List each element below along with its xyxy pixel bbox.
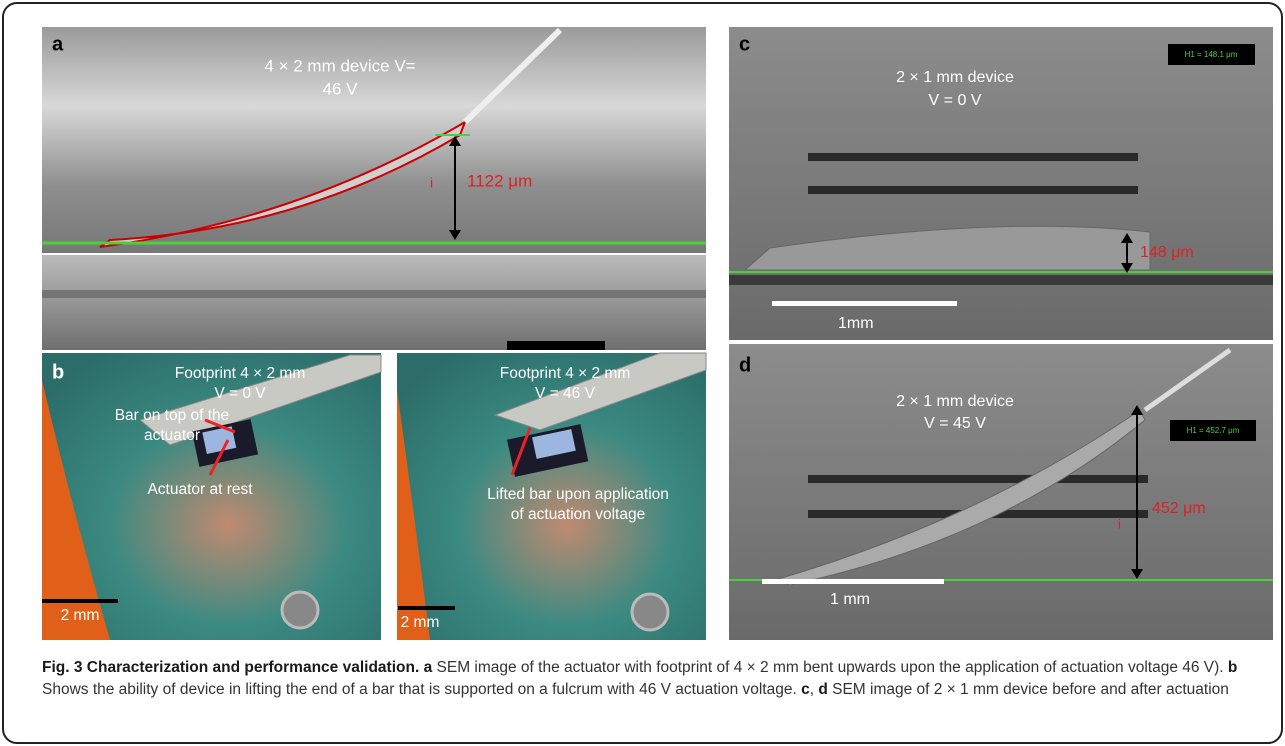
panel-label: d: [739, 354, 751, 376]
callout: Bar on top of the: [115, 407, 230, 424]
scale-label: 2 mm: [401, 614, 440, 631]
panel-b-right: Footprint 4 × 2 mm V = 46 V Lifted bar u…: [397, 353, 706, 640]
caption-label: b: [1228, 659, 1237, 676]
caption: Fig. 3 Characterization and performance …: [42, 657, 1270, 701]
caption-label: d: [818, 681, 827, 698]
panel-title: Footprint 4 × 2 mm: [175, 365, 306, 382]
panel-d: d 2 × 1 mm device V = 45 V H1 = 452.7 μm…: [729, 344, 1273, 640]
caption-text: Shows the ability of device in lifting t…: [42, 681, 797, 698]
panel-c: c 2 × 1 mm device V = 0 V H1 = 148.1 μm …: [729, 27, 1273, 340]
inset-label: H1 = 148.1 μm: [1185, 50, 1238, 59]
scale-label: 1mm: [838, 315, 874, 332]
panel-title: 4 × 2 mm device V=: [264, 56, 415, 75]
caption-text: SEM image of the actuator with footprint…: [437, 659, 1224, 676]
scale-label: 2 mm: [61, 607, 100, 624]
panel-title: V = 46 V: [535, 385, 596, 402]
panel-a: a 4 × 2 mm device V= 46 V 1122 μm i: [42, 27, 706, 350]
scale-label: 1 mm: [830, 591, 870, 608]
panel-b-left: b Footprint 4 × 2 mm V = 0 V Bar on top …: [42, 353, 381, 640]
marker: i: [1118, 516, 1121, 531]
callout: actuator: [144, 427, 200, 444]
callout: Actuator at rest: [147, 481, 253, 498]
panel-title: 2 × 1 mm device: [896, 393, 1014, 410]
panel-title: 2 × 1 mm device: [896, 69, 1014, 86]
figure: a 4 × 2 mm device V= 46 V 1122 μm i b Fo…: [0, 0, 1285, 746]
measurement: 148 μm: [1140, 244, 1194, 261]
caption-text: SEM image of 2 × 1 mm device before and …: [832, 681, 1229, 698]
callout: Lifted bar upon application: [487, 486, 669, 503]
caption-title: Fig. 3 Characterization and performance …: [42, 659, 419, 676]
caption-label: a: [424, 659, 433, 676]
marker: i: [430, 175, 433, 191]
panel-title: Footprint 4 × 2 mm: [500, 365, 631, 382]
page: a 4 × 2 mm device V= 46 V 1122 μm i b Fo…: [0, 0, 1285, 746]
panel-title: 46 V: [323, 79, 359, 98]
panel-title: V = 0 V: [929, 92, 982, 109]
callout: of actuation voltage: [511, 506, 645, 523]
panel-label: b: [52, 361, 64, 383]
caption-label: c: [801, 681, 810, 698]
measurement: 452 μm: [1152, 500, 1206, 517]
panel-title: V = 0 V: [214, 385, 266, 402]
caption-text: ,: [810, 681, 814, 698]
measurement: 1122 μm: [467, 171, 532, 190]
panel-label: c: [739, 33, 750, 55]
panel-title: V = 45 V: [924, 415, 986, 432]
inset-label: H1 = 452.7 μm: [1187, 426, 1240, 435]
panel-label: a: [52, 33, 64, 55]
